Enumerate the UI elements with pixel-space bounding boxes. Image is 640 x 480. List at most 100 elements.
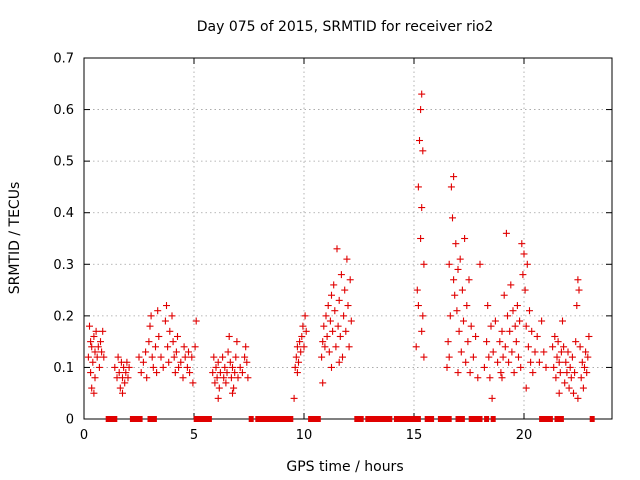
data-point — [584, 353, 592, 361]
data-point — [524, 343, 532, 351]
y-tick-label: 0.7 — [53, 52, 74, 67]
y-tick-label: 0.6 — [53, 103, 74, 118]
data-point — [420, 353, 428, 361]
data-point — [553, 353, 561, 361]
data-point — [213, 374, 221, 382]
data-point — [554, 338, 562, 346]
zero-point-marker — [402, 416, 408, 422]
data-point — [114, 353, 122, 361]
data-point — [345, 343, 353, 351]
zero-point-marker — [455, 416, 461, 422]
zero-point-marker — [112, 416, 118, 422]
data-point — [523, 260, 531, 268]
data-point — [513, 302, 521, 310]
zero-point-marker — [459, 416, 465, 422]
data-point — [474, 374, 482, 382]
data-point — [420, 260, 428, 268]
data-point — [165, 358, 173, 366]
data-point — [171, 369, 179, 377]
data-point — [457, 348, 465, 356]
data-point — [581, 363, 588, 371]
zero-point-marker — [315, 416, 321, 422]
data-point — [86, 322, 93, 330]
data-point — [229, 389, 236, 397]
data-point — [533, 332, 541, 340]
data-point — [583, 369, 591, 377]
data-point — [146, 322, 154, 330]
x-axis-label: GPS time / hours — [286, 459, 403, 475]
data-point — [452, 240, 460, 248]
data-point — [88, 384, 96, 392]
data-point — [559, 317, 566, 325]
data-point — [555, 358, 563, 366]
data-point — [467, 322, 475, 330]
zero-point-marker — [358, 416, 364, 422]
data-point — [497, 369, 505, 377]
data-point — [445, 353, 453, 361]
data-point — [164, 343, 172, 351]
data-point — [344, 302, 352, 310]
data-point — [450, 276, 458, 284]
data-point — [414, 183, 422, 191]
data-point — [516, 317, 524, 325]
data-point — [526, 307, 533, 315]
data-point — [476, 260, 484, 268]
data-point — [143, 374, 151, 382]
data-point — [512, 338, 520, 346]
data-point — [209, 369, 217, 377]
data-point — [562, 358, 570, 366]
data-point — [486, 374, 494, 382]
data-point — [522, 384, 530, 392]
zero-point-marker — [484, 416, 490, 422]
data-point — [124, 374, 132, 382]
zero-point-marker — [268, 416, 274, 422]
data-point — [333, 245, 341, 253]
data-points — [84, 90, 595, 422]
y-axis-label: SRMTID / TECUs — [7, 182, 23, 295]
data-point — [501, 343, 509, 351]
data-point — [219, 353, 227, 361]
data-point — [159, 363, 167, 371]
data-point — [343, 255, 351, 263]
data-point — [511, 322, 519, 330]
data-point — [224, 348, 232, 356]
zero-point-marker — [354, 416, 360, 422]
y-tick-label: 0.5 — [53, 155, 74, 170]
data-point — [529, 369, 537, 377]
zero-point-marker — [547, 416, 553, 422]
zero-point-marker — [446, 416, 452, 422]
data-point — [335, 358, 343, 366]
data-point — [189, 379, 197, 387]
data-point — [515, 353, 522, 361]
data-point — [519, 271, 527, 279]
zero-point-marker — [271, 416, 277, 422]
data-point — [293, 369, 301, 377]
data-point — [551, 332, 559, 340]
data-point — [93, 353, 101, 361]
data-point — [91, 374, 99, 382]
data-point — [89, 358, 97, 366]
data-point — [116, 384, 124, 392]
data-point — [215, 384, 223, 392]
y-tick-label: 0.4 — [53, 206, 74, 221]
data-point — [226, 358, 234, 366]
data-point — [212, 363, 220, 371]
data-point — [225, 332, 233, 340]
data-point — [243, 358, 251, 366]
data-point — [570, 389, 577, 397]
data-point — [122, 369, 130, 377]
data-point — [571, 369, 579, 377]
zero-point-marker — [312, 416, 318, 422]
data-point — [149, 363, 157, 371]
zero-point-marker — [365, 416, 371, 422]
data-point — [88, 343, 96, 351]
data-point — [92, 327, 100, 335]
data-point — [510, 369, 518, 377]
data-point — [319, 379, 327, 387]
y-tick-label: 0.1 — [53, 361, 74, 376]
data-point — [341, 286, 349, 294]
data-point — [95, 363, 103, 371]
data-point — [330, 281, 338, 289]
data-point — [180, 343, 188, 351]
